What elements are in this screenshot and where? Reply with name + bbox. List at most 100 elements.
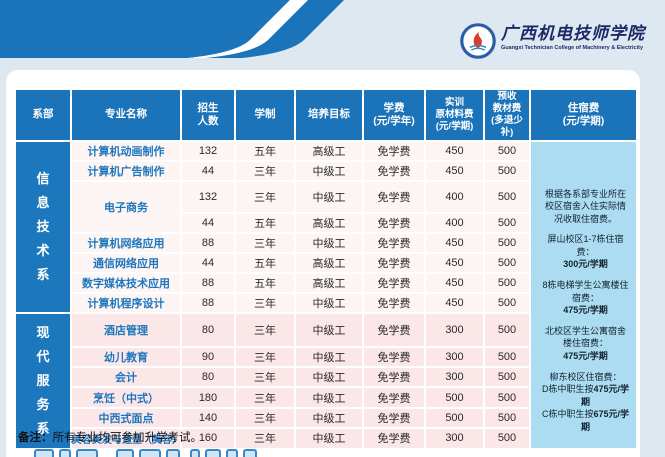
cell-tuition: 免学费 xyxy=(364,314,424,346)
cell-goal: 中级工 xyxy=(296,429,362,448)
cell-material: 450 xyxy=(426,274,483,293)
cell-goal: 中级工 xyxy=(296,408,362,428)
table-row: 幼儿教育 90 三年 中级工 免学费 300 500 xyxy=(16,347,636,367)
table-row: 中西式面点 140 三年 中级工 免学费 500 500 xyxy=(16,408,636,428)
cell-students: 180 xyxy=(182,388,234,407)
cell-goal: 中级工 xyxy=(296,181,362,213)
cell-tuition: 免学费 xyxy=(364,388,424,407)
cell-students: 132 xyxy=(182,181,234,213)
cell-tuition: 免学费 xyxy=(364,161,424,180)
cell-students: 44 xyxy=(182,214,234,233)
col-header-housing: 住宿费 (元/学期) xyxy=(531,90,636,140)
school-name-cn: 广西机电技师学院 xyxy=(501,24,645,43)
housing-intro: 根据各系部专业所在校区宿舍入住实际情况收取住宿费。 xyxy=(544,188,626,224)
cell-students: 88 xyxy=(182,274,234,293)
housing-item: 屏山校区1-7栋住宿费： 300元/学期 xyxy=(547,234,624,270)
cell-duration: 三年 xyxy=(236,368,294,387)
cell-material: 400 xyxy=(426,214,483,233)
col-header-students: 招生 人数 xyxy=(182,90,234,140)
cell-students: 88 xyxy=(182,234,234,253)
cell-textbook: 500 xyxy=(485,161,529,180)
cell-major: 通信网络应用 xyxy=(72,254,180,273)
cell-duration: 三年 xyxy=(236,429,294,448)
cell-tuition: 免学费 xyxy=(364,274,424,293)
table-header-row: 系部 专业名称 招生 人数 学制 培养目标 学费 (元/学年) 实训 原材料费 … xyxy=(16,90,636,140)
cell-textbook: 500 xyxy=(485,388,529,407)
housing-item-liudong: 柳东校区住宿费： D栋中职生按475元/学期 C栋中职生按675元/学期 xyxy=(541,371,630,432)
table-row: 会计 80 三年 中级工 免学费 300 500 xyxy=(16,368,636,387)
cell-major: 幼儿教育 xyxy=(72,347,180,367)
cell-textbook: 500 xyxy=(485,234,529,253)
dept-cell-info-tech: 信息技术系 xyxy=(16,141,70,313)
cell-material: 300 xyxy=(426,429,483,448)
cell-goal: 中级工 xyxy=(296,294,362,313)
cell-material: 300 xyxy=(426,314,483,346)
cell-duration: 三年 xyxy=(236,294,294,313)
school-name-en: Guangxi Technician College of Machinery … xyxy=(501,44,644,51)
cell-textbook: 500 xyxy=(485,274,529,293)
table-row: 通信网络应用 44 五年 高级工 免学费 450 500 xyxy=(16,254,636,273)
housing-info-cell: 根据各系部专业所在校区宿舍入住实际情况收取住宿费。 屏山校区1-7栋住宿费： 3… xyxy=(531,141,636,448)
cell-students: 132 xyxy=(182,141,234,160)
cell-duration: 五年 xyxy=(236,254,294,273)
col-header-tuition: 学费 (元/学年) xyxy=(364,90,424,140)
cell-tuition: 免学费 xyxy=(364,234,424,253)
cell-duration: 三年 xyxy=(236,347,294,367)
remark-line: 备注：所有专业均可参加升学考试。 xyxy=(18,429,202,445)
cell-duration: 五年 xyxy=(236,274,294,293)
cell-students: 140 xyxy=(182,408,234,428)
cell-duration: 五年 xyxy=(236,214,294,233)
cell-goal: 中级工 xyxy=(296,368,362,387)
cell-textbook: 500 xyxy=(485,254,529,273)
cell-students: 44 xyxy=(182,161,234,180)
cell-major-ecommerce: 电子商务 xyxy=(72,181,180,233)
cell-duration: 三年 xyxy=(236,408,294,428)
cell-major: 数字媒体技术应用 xyxy=(72,274,180,293)
cell-material: 450 xyxy=(426,294,483,313)
cell-students: 80 xyxy=(182,314,234,346)
enrollment-fees-table: 系部 专业名称 招生 人数 学制 培养目标 学费 (元/学年) 实训 原材料费 … xyxy=(14,88,638,450)
cell-tuition: 免学费 xyxy=(364,141,424,160)
cell-major: 美容美发与造型（美容） xyxy=(72,429,180,448)
cell-goal: 中级工 xyxy=(296,234,362,253)
cell-major: 计算机程序设计 xyxy=(72,294,180,313)
cell-material: 400 xyxy=(426,181,483,213)
cell-material: 450 xyxy=(426,254,483,273)
dept-cell-modern-service: 现代服务系 xyxy=(16,314,70,448)
table-row: 计算机网络应用 88 三年 中级工 免学费 450 500 xyxy=(16,234,636,253)
cell-major: 会计 xyxy=(72,368,180,387)
cell-goal: 高级工 xyxy=(296,274,362,293)
table-row: 数字媒体技术应用 88 五年 高级工 免学费 450 500 xyxy=(16,274,636,293)
cell-goal: 高级工 xyxy=(296,254,362,273)
cell-students: 44 xyxy=(182,254,234,273)
cell-duration: 三年 xyxy=(236,388,294,407)
cell-duration: 三年 xyxy=(236,181,294,213)
cell-textbook: 500 xyxy=(485,181,529,213)
cell-tuition: 免学费 xyxy=(364,181,424,213)
table-row: 44 五年 高级工 免学费 400 500 xyxy=(16,214,636,233)
cell-major: 计算机网络应用 xyxy=(72,234,180,253)
col-header-goal: 培养目标 xyxy=(296,90,362,140)
cell-textbook: 500 xyxy=(485,141,529,160)
cell-material: 300 xyxy=(426,368,483,387)
cell-textbook: 500 xyxy=(485,368,529,387)
col-header-major: 专业名称 xyxy=(72,90,180,140)
cell-material: 500 xyxy=(426,388,483,407)
table-row: 信息技术系 计算机动画制作 132 五年 高级工 免学费 450 500 根据各… xyxy=(16,141,636,448)
table-row: 美容美发与造型（美容） 160 三年 中级工 免学费 300 500 xyxy=(16,429,636,448)
remark-text: 所有专业均可参加升学考试。 xyxy=(52,432,203,444)
cell-material: 450 xyxy=(426,161,483,180)
cell-major: 计算机动画制作 xyxy=(72,141,180,160)
cell-duration: 五年 xyxy=(236,141,294,160)
table-row: 计算机广告制作 44 三年 中级工 免学费 450 500 xyxy=(16,161,636,180)
table-row: 烹饪（中式） 180 三年 中级工 免学费 500 500 xyxy=(16,388,636,407)
cell-students: 90 xyxy=(182,347,234,367)
cell-major: 中西式面点 xyxy=(72,408,180,428)
cell-tuition: 免学费 xyxy=(364,368,424,387)
cell-goal: 中级工 xyxy=(296,388,362,407)
housing-item: 北校区学生公寓宿舍楼住宿费： 475元/学期 xyxy=(544,325,626,362)
banner-stripes xyxy=(0,0,344,58)
cell-textbook: 500 xyxy=(485,294,529,313)
cell-material: 450 xyxy=(426,234,483,253)
cell-textbook: 500 xyxy=(485,347,529,367)
